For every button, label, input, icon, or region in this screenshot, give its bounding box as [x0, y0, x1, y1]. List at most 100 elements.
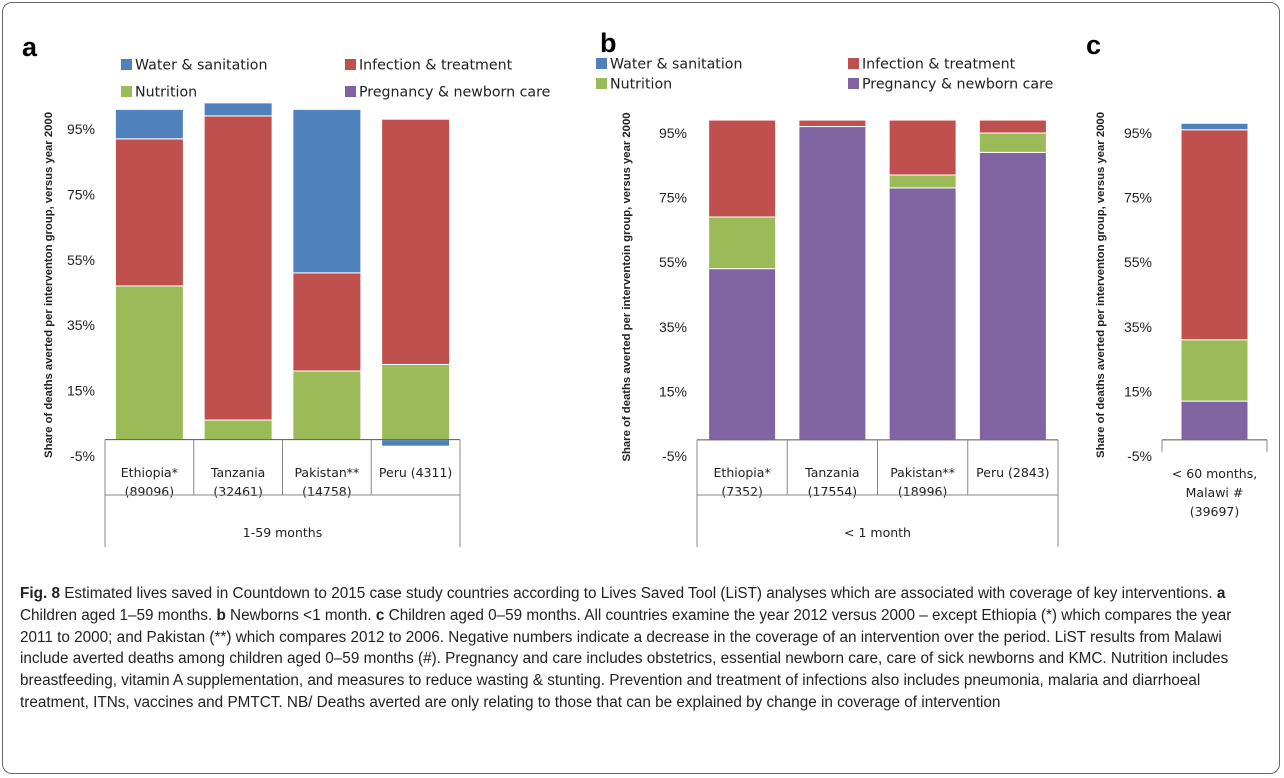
legend-label-infection_treatment: Infection & treatment [359, 58, 513, 74]
legend-label-pregnancy_newborn: Pregnancy & newborn care [359, 85, 550, 101]
y-tick-label: 55% [67, 252, 95, 268]
category-label: Ethiopia* [121, 465, 178, 480]
category-label: Tanzania [804, 465, 859, 480]
panel-letter: a [22, 32, 38, 62]
y-tick-label: 75% [67, 186, 95, 202]
caption-part-b-letter: b [216, 606, 226, 624]
y-tick-label: -5% [70, 448, 95, 464]
bar-segment-water_sanitation [381, 439, 451, 447]
legend-swatch-water_sanitation [121, 59, 132, 70]
panel-a: a Water & sanitation Infection & treatment… [22, 32, 550, 547]
legend-label-water_sanitation: Water & sanitation [610, 57, 742, 73]
figure-charts: a Water & sanitation Infection & treatment… [22, 28, 1268, 547]
category-label: (89096) [125, 484, 175, 499]
bar-segment-pregnancy_newborn [798, 126, 867, 441]
y-axis-title: Share of deaths averted per interventon … [1095, 112, 1107, 458]
y-tick-label: 55% [1124, 254, 1152, 270]
caption-figure-label: Fig. 8 [20, 585, 60, 602]
legend-label-nutrition: Nutrition [610, 77, 672, 93]
caption-part-c-text: Children aged 0–59 months. All countries… [20, 606, 1232, 711]
group-label: 1-59 months [243, 525, 322, 540]
bar-segment-nutrition [1180, 339, 1249, 402]
y-tick-label: 15% [659, 383, 687, 399]
legend-swatch-nutrition [596, 78, 607, 89]
bar-segment-pregnancy_newborn [978, 151, 1047, 441]
legend-label-water_sanitation: Water & sanitation [135, 58, 267, 74]
y-tick-label: -5% [662, 448, 687, 464]
legend-label-pregnancy_newborn: Pregnancy & newborn care [862, 77, 1053, 93]
y-tick-label: 75% [1124, 190, 1152, 206]
figure-caption: Fig. 8 Estimated lives saved in Countdow… [20, 583, 1268, 714]
legend-swatch-water_sanitation [596, 58, 607, 69]
group-label: < 1 month [844, 525, 911, 540]
bar-segment-pregnancy_newborn [1180, 400, 1249, 441]
legend-label-infection_treatment: Infection & treatment [862, 57, 1016, 73]
bar-segment-nutrition [978, 132, 1047, 153]
category-label: Ethiopia* [714, 465, 771, 480]
category-label: < 60 months, [1172, 466, 1257, 481]
bar-segment-nutrition [203, 419, 273, 441]
y-tick-label: -5% [1127, 448, 1152, 464]
bar-segment-pregnancy_newborn [888, 187, 957, 441]
bar-segment-infection_treatment [203, 115, 273, 421]
y-tick-label: 75% [659, 190, 687, 206]
y-tick-label: 15% [67, 383, 95, 399]
bar-segment-nutrition [292, 370, 362, 441]
panel-letter: c [1086, 30, 1101, 60]
y-axis-title: Share of deaths averted per interventon … [43, 112, 55, 458]
y-tick-label: 95% [659, 125, 687, 141]
y-tick-label: 55% [659, 254, 687, 270]
legend-swatch-infection_treatment [345, 59, 356, 70]
y-tick-label: 35% [1124, 319, 1152, 335]
category-label: Pakistan** [294, 465, 359, 480]
y-axis-title: Share of deaths averted per interventoin… [621, 112, 633, 461]
bar-segment-infection_treatment [1180, 129, 1249, 341]
panel-c: c Share of deaths averted per interventon… [1086, 30, 1268, 519]
bar-segment-nutrition [708, 216, 777, 270]
bar-segment-pregnancy_newborn [708, 268, 777, 441]
caption-part-c-letter: c [375, 606, 385, 624]
panel-letter: b [600, 28, 617, 58]
legend-swatch-pregnancy_newborn [345, 86, 356, 97]
legend-swatch-infection_treatment [848, 58, 859, 69]
category-label: (17554) [808, 484, 858, 499]
category-label: (39697) [1190, 504, 1240, 519]
y-tick-label: 95% [1124, 125, 1152, 141]
bar-segment-water_sanitation [1180, 122, 1249, 131]
category-label: (18996) [898, 484, 948, 499]
category-label: Tanzania [210, 465, 265, 480]
bar-segment-water_sanitation [203, 102, 273, 117]
category-label: Malawi # [1186, 485, 1244, 500]
bar-segment-infection_treatment [292, 272, 362, 372]
legend-label-nutrition: Nutrition [135, 85, 197, 101]
legend-swatch-pregnancy_newborn [848, 78, 859, 89]
legend: Water & sanitation Infection & treatment N… [121, 58, 550, 101]
category-label: Pakistan** [890, 465, 955, 480]
legend-swatch-nutrition [121, 86, 132, 97]
category-label: (32461) [213, 484, 263, 499]
bar-segment-infection_treatment [978, 119, 1047, 134]
legend: Water & sanitation Infection & treatment N… [596, 57, 1053, 93]
bar-segment-nutrition [114, 285, 184, 441]
bar-segment-infection_treatment [888, 119, 957, 176]
category-label: Peru (2843) [976, 465, 1049, 480]
caption-part-a-letter: a [1216, 585, 1226, 602]
bar-segment-infection_treatment [114, 138, 184, 287]
y-tick-label: 35% [659, 319, 687, 335]
bar-segment-water_sanitation [292, 108, 362, 274]
bar-segment-nutrition [381, 363, 451, 441]
category-label: (7352) [721, 484, 763, 499]
bar-segment-infection_treatment [798, 119, 867, 128]
category-label: (14758) [302, 484, 352, 499]
y-tick-label: 35% [67, 317, 95, 333]
bar-segment-nutrition [888, 174, 957, 189]
y-tick-label: 95% [67, 121, 95, 137]
y-tick-label: 15% [1124, 383, 1152, 399]
bar-segment-infection_treatment [381, 118, 451, 365]
category-label: Peru (4311) [379, 465, 452, 480]
bar-segment-infection_treatment [708, 119, 777, 218]
bar-segment-water_sanitation [114, 108, 184, 140]
caption-part-a-text: Children aged 1–59 months. [20, 606, 217, 624]
